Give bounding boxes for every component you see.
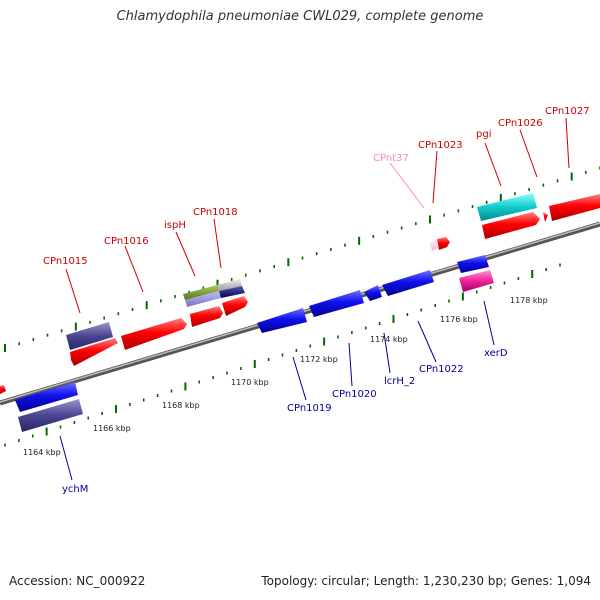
label-leader-lines [59,117,570,481]
gene-arrow-cpn1020[interactable] [309,290,364,317]
scale-label-1166: 1166 kbp [93,424,131,433]
gene-box-pgi-category [477,193,537,221]
accession-label: Accession: NC_000922 [9,574,146,588]
scale-label-1172: 1172 kbp [300,355,338,364]
gene-label-cpn1015[interactable]: CPn1015 [43,256,88,267]
gene-arrow-cpn1018[interactable] [222,296,248,316]
gene-arrow-ychm[interactable] [15,382,78,412]
gene-arrow-cpn1019[interactable] [257,308,307,333]
gene-label-cpn1022[interactable]: CPn1022 [419,364,464,375]
trna-cpnt37[interactable] [430,240,438,251]
gene-arrow-cpn1027[interactable] [549,194,600,221]
gene-box-isph-category-green [183,285,219,300]
gene-arrow-cpn1022[interactable] [382,270,434,296]
gene-arrow-isph[interactable] [190,306,223,327]
trna-label-cpnt37[interactable]: CPnt37 [373,153,409,164]
gene-box-cpn1015-category [66,322,113,350]
gene-label-xerd[interactable]: xerD [484,348,508,359]
gene-label-isph[interactable]: ispH [164,220,186,231]
gene-arrow-cpn1015[interactable] [70,338,118,366]
reverse-scale-ticks [4,263,561,447]
gene-label-pgi[interactable]: pgi [476,129,491,140]
reverse-strand-genes [15,255,494,432]
scale-label-1174: 1174 kbp [370,335,408,344]
scale-label-1178: 1178 kbp [510,296,548,305]
gene-arrow-cpn1016[interactable] [121,318,187,350]
scale-label-1164: 1164 kbp [23,448,61,457]
scale-label-1170: 1170 kbp [231,378,269,387]
gene-label-ychm[interactable]: ychM [62,484,88,495]
gene-box-cpn1018-category-navy [219,286,245,298]
reverse-gene-labels: ychM CPn1019 CPn1020 lcrH_2 CPn1022 xerD [62,348,508,495]
gene-arrow-xerd[interactable] [457,255,489,273]
scale-label-1176: 1176 kbp [440,315,478,324]
gene-label-cpn1018[interactable]: CPn1018 [193,207,238,218]
scale-labels: 1164 kbp 1166 kbp 1168 kbp 1170 kbp 1172… [23,296,548,457]
forward-scale-ticks [4,166,600,352]
gene-label-cpn1023[interactable]: CPn1023 [418,140,463,151]
gene-label-cpn1016[interactable]: CPn1016 [104,236,149,247]
gene-box-xerd-category [459,270,494,292]
gene-arrow-pgi[interactable] [482,212,540,239]
gene-label-cpn1019[interactable]: CPn1019 [287,403,332,414]
gene-arrow-cpn1015b[interactable] [0,385,6,394]
gene-box-cpn1018-category-grey [217,279,242,291]
gene-arrow-cpn1026[interactable] [543,212,548,222]
forward-strand-genes [0,193,600,394]
scale-label-1168: 1168 kbp [162,401,200,410]
forward-gene-labels: CPn1015 CPn1016 ispH CPn1018 CPnt37 CPn1… [43,106,590,267]
gene-label-cpn1026[interactable]: CPn1026 [498,118,543,129]
gene-box-ychm-category [18,399,83,432]
gene-label-cpn1027[interactable]: CPn1027 [545,106,590,117]
gene-arrow-cpn1023[interactable] [437,237,450,250]
gene-box-isph-category-lavender [185,291,221,307]
gene-label-cpn1020[interactable]: CPn1020 [332,389,377,400]
map-title: Chlamydophila pneumoniae CWL029, complet… [116,9,484,24]
gene-arrow-lcrh2[interactable] [364,285,382,301]
genome-summary: Topology: circular; Length: 1,230,230 bp… [261,574,591,588]
gene-label-lcrh2[interactable]: lcrH_2 [384,376,415,387]
